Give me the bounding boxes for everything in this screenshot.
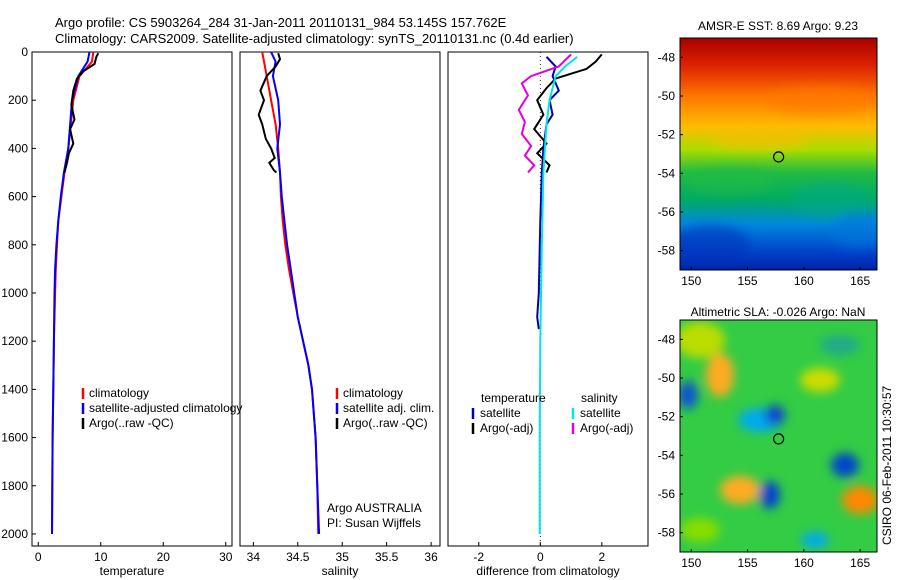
salinity-xtick-label: 34 <box>247 550 261 564</box>
difference-legend-label: salinity <box>581 391 618 405</box>
temperature-ytick-label: 1800 <box>1 479 28 493</box>
temperature-xtick-label: 30 <box>219 550 233 564</box>
salinity-xtick-label: 36 <box>424 550 438 564</box>
sst-map-xtick-label: 155 <box>738 274 758 288</box>
sla-map-ytick-label: -48 <box>658 332 676 346</box>
sla-map-title: Altimetric SLA: -0.026 Argo: NaN <box>691 305 866 319</box>
sst-map-xtick-label: 160 <box>794 274 814 288</box>
temperature-ytick-label: 0 <box>21 45 28 59</box>
sla-argo-position-marker <box>772 433 785 445</box>
temperature-ytick-label: 400 <box>8 141 28 155</box>
difference-legend-label: Argo(-adj) <box>580 421 633 435</box>
temperature-legend-label: Argo(..raw -QC) <box>89 416 174 430</box>
temperature-ytick-label: 1200 <box>1 334 28 348</box>
sst-map-ytick-label: -48 <box>658 50 676 64</box>
temperature-ytick-label: 800 <box>8 238 28 252</box>
difference-series-line <box>538 56 578 534</box>
salinity-xlabel: salinity <box>322 564 359 578</box>
sst-map-ytick-label: -54 <box>658 166 676 180</box>
temperature-ytick-label: 600 <box>8 190 28 204</box>
salinity-legend-label: climatology <box>343 386 403 400</box>
salinity-series-line <box>257 52 282 174</box>
sst-map-xtick-label: 165 <box>850 274 870 288</box>
temperature-xtick-label: 20 <box>157 550 171 564</box>
difference-series-line <box>532 53 603 173</box>
temperature-series-line <box>63 52 100 173</box>
difference-xtick-label: 0 <box>537 550 544 564</box>
sla-map-frame <box>679 319 878 553</box>
sst-map-ytick-label: -58 <box>658 244 676 258</box>
sst-map-frame <box>679 37 878 271</box>
difference-legend-label: Argo(-adj) <box>480 421 533 435</box>
sst-map-ytick-label: -56 <box>658 205 676 219</box>
salinity-series-line <box>261 51 320 535</box>
difference-xtick-label: 2 <box>599 550 606 564</box>
temperature-xtick-label: 0 <box>35 550 42 564</box>
salinity-series-line <box>270 51 321 535</box>
header-line-2: Climatology: CARS2009. Satellite-adjuste… <box>55 31 574 46</box>
salinity-legend-label: satellite adj. clim. <box>343 401 434 415</box>
salinity-panel: 34 34.5 35 35.5 36 salinity climatologysatelli… <box>239 51 441 578</box>
temperature-ytick-label: 1600 <box>1 431 28 445</box>
salinity-xtick-label: 35.5 <box>375 550 399 564</box>
difference-frame <box>447 51 649 547</box>
temperature-frame <box>31 51 233 547</box>
temperature-legend-label: climatology <box>89 386 149 400</box>
sla-map-xtick-label: 150 <box>681 556 701 570</box>
temperature-ytick-label: 2000 <box>1 527 28 541</box>
sst-map-title: AMSR-E SST: 8.69 Argo: 9.23 <box>698 19 858 33</box>
difference-legend-label: temperature <box>481 391 546 405</box>
sst-map-xtick-label: 150 <box>681 274 701 288</box>
header-line-1: Argo profile: CS 5903264_284 31-Jan-2011… <box>55 15 507 30</box>
salinity-frame <box>239 51 441 547</box>
temperature-xtick-label: 10 <box>94 550 108 564</box>
sla-map-panel: Altimetric SLA: -0.026 Argo: NaN 150 155 1… <box>658 305 878 570</box>
difference-xtick-label: -2 <box>473 550 484 564</box>
sst-argo-position-marker <box>772 151 785 163</box>
temperature-series-line <box>51 51 91 535</box>
temperature-ytick-label: 1400 <box>1 382 28 396</box>
salinity-annotation: Argo AUSTRALIA <box>327 501 422 515</box>
temperature-ytick-label: 1000 <box>1 286 28 300</box>
sla-map-ytick-label: -56 <box>658 487 676 501</box>
sla-map-ytick-label: -52 <box>658 410 676 424</box>
salinity-legend-label: Argo(..raw -QC) <box>343 416 428 430</box>
salinity-xtick-label: 34.5 <box>286 550 310 564</box>
sla-map-ytick-label: -54 <box>658 448 676 462</box>
sst-map-panel: AMSR-E SST: 8.69 Argo: 9.23 150 155 160 165… <box>658 19 878 288</box>
salinity-xtick-label: 35 <box>336 550 350 564</box>
difference-series-line <box>517 53 572 174</box>
sla-map-ytick-label: -50 <box>658 371 676 385</box>
difference-xlabel: difference from climatology <box>476 564 619 578</box>
sla-map-xtick-label: 165 <box>850 556 870 570</box>
temperature-panel: 0 10 20 30 0 200 400 600 800 1000 1200 1400 1600 1800… <box>1 45 242 578</box>
footer-stamp: CSIRO 06-Feb-2011 10:30:57 <box>880 385 894 545</box>
sla-map-ytick-label: -58 <box>658 526 676 540</box>
sst-map-ytick-label: -50 <box>658 89 676 103</box>
sla-map-xtick-label: 155 <box>738 556 758 570</box>
difference-legend-label: satellite <box>480 406 521 420</box>
salinity-annotation: PI: Susan Wijffels <box>327 516 421 530</box>
difference-legend-label: satellite <box>580 406 621 420</box>
sla-map-xtick-label: 160 <box>794 556 814 570</box>
temperature-legend-label: satellite-adjusted climatology <box>89 401 242 415</box>
sst-map-ytick-label: -52 <box>658 128 676 142</box>
temperature-ytick-label: 200 <box>8 93 28 107</box>
temperature-xlabel: temperature <box>100 564 165 578</box>
